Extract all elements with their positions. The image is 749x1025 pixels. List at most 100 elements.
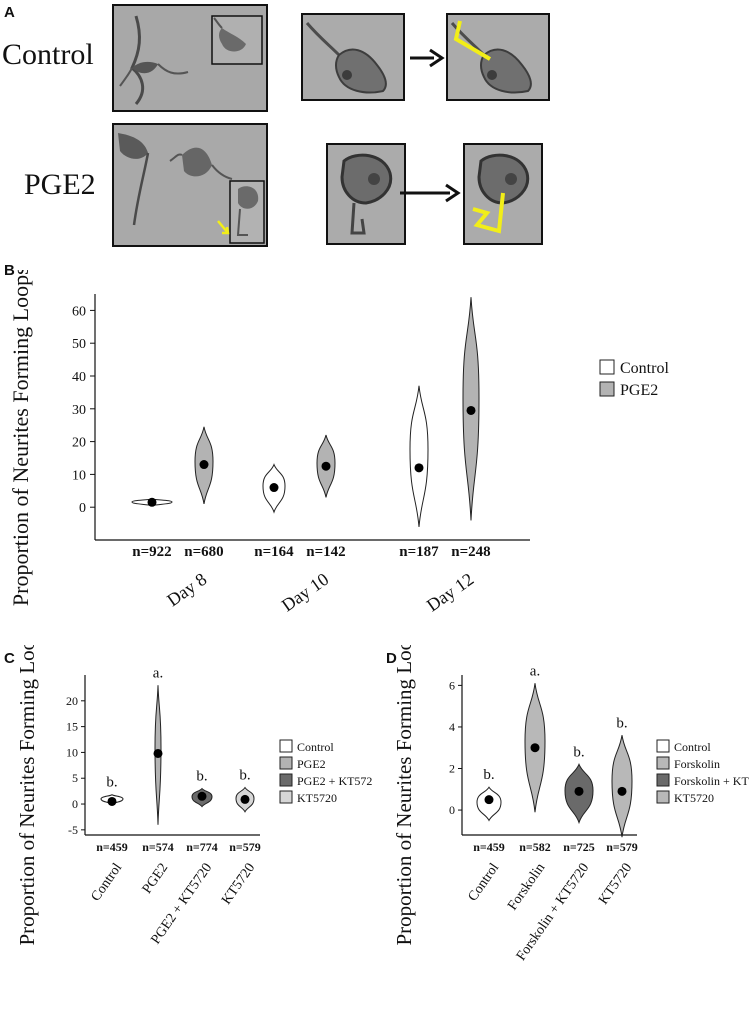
legend-label: PGE2 — [297, 757, 326, 771]
d-violin-2-mean-point — [574, 786, 584, 796]
category-label: KT5720 — [596, 861, 635, 908]
significance-letter: b. — [239, 768, 250, 784]
category-label: Control — [88, 861, 125, 905]
significance-letter: a. — [153, 665, 163, 681]
n-label: n=922 — [132, 544, 171, 560]
y-tick-label: 20 — [72, 436, 86, 451]
y-tick-label: 0 — [449, 803, 455, 817]
y-axis-label: Proportion of Neurites Forming Loops (%) — [15, 645, 39, 946]
violin-control-0-mean-point — [147, 497, 157, 507]
n-label: n=579 — [229, 840, 261, 854]
n-label: n=680 — [184, 544, 223, 560]
legend-swatch — [279, 790, 293, 804]
category-label: Forskolin — [505, 861, 548, 914]
pge2-zoom-after — [463, 143, 543, 245]
legend-swatch — [279, 739, 293, 753]
category-label: Day 8 — [163, 569, 210, 610]
legend-label: Control — [297, 740, 334, 754]
n-label: n=774 — [186, 840, 218, 854]
y-tick-label: 6 — [449, 678, 455, 692]
legend-label: Control — [674, 740, 711, 754]
legend-swatch — [656, 756, 670, 770]
y-tick-label: 0 — [72, 797, 78, 811]
n-label: n=187 — [399, 544, 439, 560]
y-tick-label: 15 — [66, 720, 78, 734]
arrow-pge2 — [400, 183, 461, 203]
legend-label: KT5720 — [297, 791, 337, 805]
y-tick-label: -5 — [68, 823, 78, 837]
y-tick-label: 2 — [449, 762, 455, 776]
legend-swatch — [656, 790, 670, 804]
category-label: Day 12 — [423, 569, 477, 615]
significance-letter: b. — [573, 744, 584, 760]
legend-label: KT5720 — [674, 791, 714, 805]
n-label: n=725 — [563, 840, 595, 854]
violin-control-2-mean-point — [414, 463, 424, 473]
n-label: n=582 — [519, 840, 551, 854]
legend-swatch — [656, 773, 670, 787]
row-label-pge2: PGE2 — [24, 168, 96, 201]
violin-pge2-2-mean-point — [466, 405, 476, 415]
control-zoom-before — [301, 13, 405, 101]
significance-letter: a. — [530, 663, 540, 679]
legend-label: PGE2 + KT5720 — [297, 774, 372, 788]
d-violin-1-mean-point — [530, 743, 540, 753]
category-label: Control — [465, 861, 502, 905]
violin-pge2-1-mean-point — [321, 461, 331, 471]
chart-b: 0 10 20 30 40 50 60 Proportion of Neurites Form… — [8, 270, 669, 615]
y-tick-label: 10 — [66, 745, 78, 759]
y-tick-label: 40 — [72, 370, 86, 385]
n-label: n=459 — [473, 840, 505, 854]
legend-label: Forskolin + KT5720 — [674, 774, 749, 788]
panel-d-letter: D — [386, 650, 397, 667]
significance-letter: b. — [196, 769, 207, 785]
y-tick-label: 5 — [72, 771, 78, 785]
significance-letter: b. — [616, 715, 627, 731]
legend-label: Control — [620, 360, 669, 377]
panel-c-letter: C — [4, 650, 15, 667]
y-axis-label: Proportion of Neurites Forming Loops (%) — [392, 645, 416, 946]
n-label: n=459 — [96, 840, 128, 854]
d-violin-3-violin — [611, 735, 633, 838]
category-label: KT5720 — [219, 861, 258, 908]
panel-a-arrows — [400, 48, 461, 203]
legend-swatch — [599, 381, 615, 397]
y-tick-label: 0 — [79, 501, 86, 516]
n-label: n=579 — [606, 840, 638, 854]
legend-swatch — [656, 739, 670, 753]
n-label: n=248 — [451, 544, 490, 560]
pge2-micrograph — [112, 123, 268, 247]
arrow-control — [410, 48, 445, 68]
y-axis-label: Proportion of Neurites Forming Loops (%) — [8, 270, 33, 606]
chart-c: -5 0 5 10 15 20 Proportion of Neurites Forming… — [15, 645, 372, 947]
control-micrograph — [112, 4, 268, 112]
legend-label: PGE2 — [620, 382, 658, 399]
y-tick-label: 10 — [72, 468, 86, 483]
n-label: n=142 — [306, 544, 345, 560]
y-tick-label: 20 — [66, 694, 78, 708]
chart-d: 0 2 4 6 Proportion of Neurites Forming Loops… — [392, 645, 749, 964]
y-tick-label: 30 — [72, 403, 86, 418]
violin-control-2-violin — [409, 385, 429, 527]
row-label-control: Control — [2, 38, 94, 71]
legend-swatch — [599, 359, 615, 375]
violin-control-1-mean-point — [269, 483, 279, 493]
y-tick-label: 60 — [72, 304, 86, 319]
c-violin-0-mean-point — [107, 796, 117, 806]
legend-swatch — [279, 773, 293, 787]
c-violin-2-mean-point — [197, 791, 207, 801]
legend-swatch — [279, 756, 293, 770]
violin-pge2-0-mean-point — [199, 460, 209, 470]
significance-letter: b. — [106, 775, 117, 791]
y-tick-label: 50 — [72, 337, 86, 352]
significance-letter: b. — [483, 767, 494, 783]
panel-b-letter: B — [4, 262, 15, 279]
n-label: n=164 — [254, 544, 294, 560]
category-label: Day 10 — [278, 569, 332, 615]
legend-label: Forskolin — [674, 757, 720, 771]
d-violin-0-mean-point — [484, 795, 494, 805]
c-violin-1-mean-point — [153, 748, 163, 758]
control-zoom-after — [446, 13, 550, 101]
c-violin-3-mean-point — [240, 794, 250, 804]
d-violin-3-mean-point — [617, 786, 627, 796]
